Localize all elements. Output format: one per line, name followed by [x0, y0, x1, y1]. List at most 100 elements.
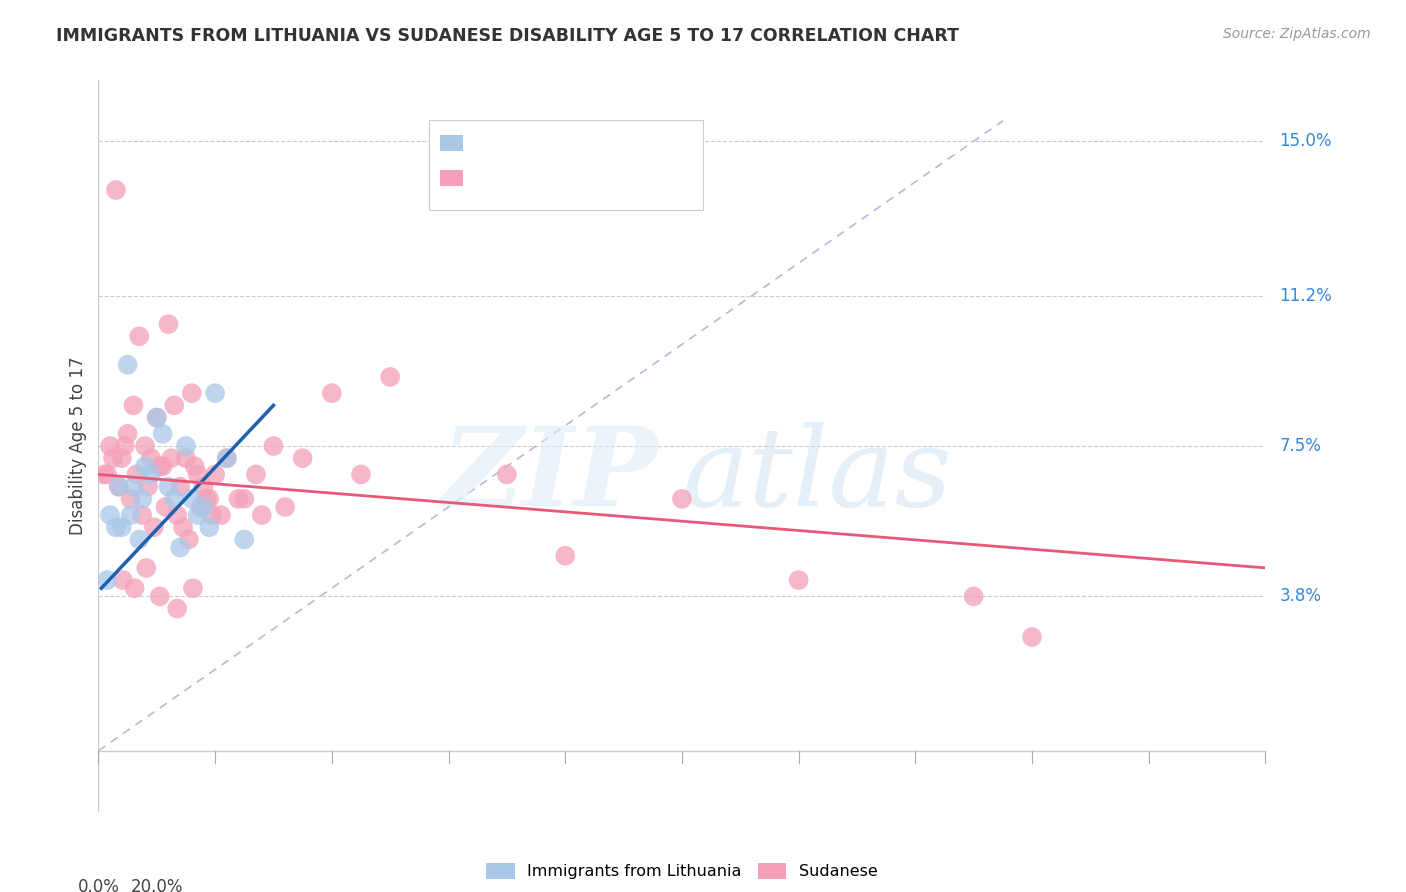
Text: 15.0%: 15.0% [1279, 132, 1331, 150]
Text: 11.2%: 11.2% [1279, 286, 1331, 305]
Point [135, 561, 157, 575]
Point [183, 459, 205, 474]
Point [169, 541, 191, 555]
Point [163, 398, 186, 412]
Point [554, 549, 576, 563]
Point [111, 573, 134, 587]
Point [111, 451, 134, 466]
Point [350, 467, 373, 482]
Point [198, 520, 221, 534]
Point [274, 500, 297, 514]
Point [250, 508, 273, 522]
Point [136, 480, 159, 494]
Y-axis label: Disability Age 5 to 17: Disability Age 5 to 17 [69, 357, 87, 535]
Point [174, 439, 197, 453]
Point [96, 573, 118, 587]
Text: R =  0.540: R = 0.540 [474, 136, 555, 150]
Point [157, 480, 180, 494]
Point [671, 491, 693, 506]
Point [187, 467, 209, 482]
Point [245, 467, 267, 482]
Point [187, 508, 209, 522]
Point [228, 491, 250, 506]
Point [124, 581, 146, 595]
Point [181, 581, 204, 595]
Point [193, 480, 215, 494]
Point [142, 520, 165, 534]
Point [114, 439, 136, 453]
Text: N = 63: N = 63 [612, 171, 669, 186]
Point [204, 386, 226, 401]
Point [139, 451, 162, 466]
Point [263, 439, 285, 453]
Point [233, 491, 256, 506]
Point [172, 520, 194, 534]
Point [117, 426, 139, 441]
Point [321, 386, 343, 401]
Point [180, 491, 202, 506]
Point [128, 533, 150, 547]
Point [131, 491, 153, 506]
Point [122, 480, 145, 494]
Point [157, 317, 180, 331]
Text: 7.5%: 7.5% [1279, 437, 1322, 455]
Point [120, 491, 142, 506]
Point [139, 467, 162, 482]
Point [149, 459, 172, 474]
Point [174, 451, 197, 466]
Point [122, 398, 145, 412]
Point [128, 329, 150, 343]
Point [380, 370, 402, 384]
Point [166, 601, 188, 615]
Point [204, 467, 226, 482]
Point [152, 459, 174, 474]
Point [962, 590, 984, 604]
Point [180, 386, 202, 401]
Point [496, 467, 519, 482]
Point [146, 410, 169, 425]
Text: N = 25: N = 25 [612, 136, 669, 150]
Point [163, 491, 186, 506]
Point [117, 358, 139, 372]
Point [169, 480, 191, 494]
Text: 20.0%: 20.0% [131, 878, 183, 892]
Point [209, 508, 232, 522]
Point [215, 451, 238, 466]
Point [215, 451, 238, 466]
Point [111, 520, 134, 534]
Text: ZIP: ZIP [441, 422, 658, 529]
Point [160, 451, 183, 466]
Point [152, 426, 174, 441]
Point [190, 500, 212, 514]
Point [198, 491, 221, 506]
Point [134, 439, 156, 453]
Point [108, 480, 131, 494]
Point [195, 491, 218, 506]
Point [120, 508, 142, 522]
Point [155, 500, 177, 514]
Text: IMMIGRANTS FROM LITHUANIA VS SUDANESE DISABILITY AGE 5 TO 17 CORRELATION CHART: IMMIGRANTS FROM LITHUANIA VS SUDANESE DI… [56, 27, 959, 45]
Point [98, 508, 121, 522]
Text: R = -0.109: R = -0.109 [474, 171, 555, 186]
Text: 3.8%: 3.8% [1279, 587, 1322, 606]
Point [149, 590, 172, 604]
Text: 0.0%: 0.0% [77, 878, 120, 892]
Point [177, 533, 200, 547]
Point [134, 459, 156, 474]
Point [104, 183, 127, 197]
Point [96, 467, 118, 482]
Point [166, 508, 188, 522]
Point [125, 467, 148, 482]
Point [108, 480, 131, 494]
Point [1021, 630, 1043, 644]
Point [233, 533, 256, 547]
Point [201, 508, 224, 522]
Point [291, 451, 314, 466]
Text: Source: ZipAtlas.com: Source: ZipAtlas.com [1223, 27, 1371, 41]
Point [104, 520, 127, 534]
Text: atlas: atlas [682, 422, 952, 529]
Point [146, 410, 169, 425]
Point [131, 508, 153, 522]
Point [98, 439, 121, 453]
Legend: Immigrants from Lithuania, Sudanese: Immigrants from Lithuania, Sudanese [481, 858, 883, 884]
